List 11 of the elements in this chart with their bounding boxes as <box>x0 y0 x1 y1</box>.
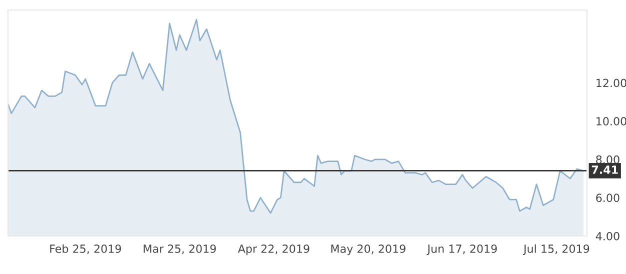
x-tick-label: Apr 22, 2019 <box>238 244 310 256</box>
x-tick-label: Mar 25, 2019 <box>144 244 216 254</box>
y-tick-label: 12.00 <box>596 78 626 88</box>
y-tick-label: 6.00 <box>596 194 620 202</box>
y-tick-label: 10.00 <box>596 117 626 126</box>
ref-line-label: 7.41 <box>592 166 618 174</box>
x-tick-label: Jun 17, 2019 <box>426 244 497 255</box>
x-tick-label: Feb 25, 2019 <box>50 244 121 254</box>
y-tick-label: 4.00 <box>596 232 620 240</box>
x-tick-label: May 20, 2019 <box>331 244 406 256</box>
x-tick-label: Jul 15, 2019 <box>522 244 590 255</box>
